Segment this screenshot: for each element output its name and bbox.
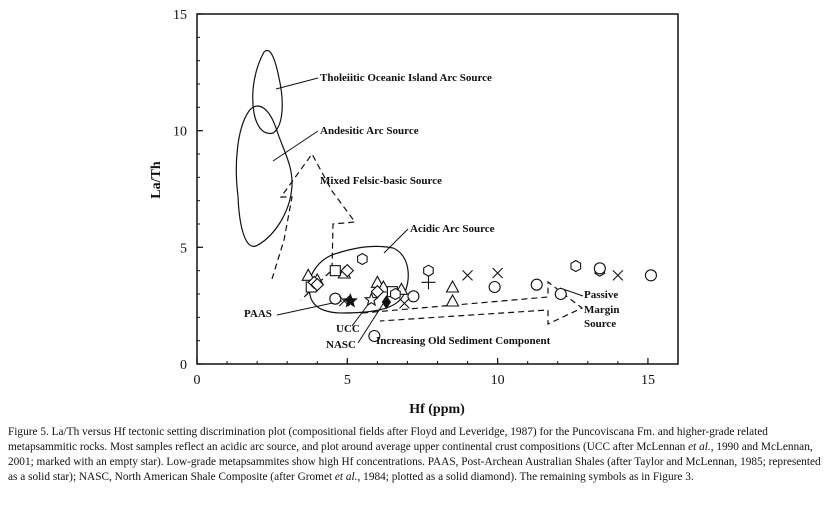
data-point-diamond <box>340 263 355 278</box>
data-point-circle <box>407 290 420 303</box>
mixed-felsic-basic-field-outline <box>271 152 357 301</box>
data-point-hexagon <box>390 287 401 301</box>
acidic-arc-field-outline <box>308 245 409 314</box>
y-tick-label: 15 <box>173 8 187 23</box>
x-tick-label: 10 <box>491 373 505 388</box>
leader-lines <box>272 77 584 344</box>
data-point-circle <box>530 278 543 291</box>
figure-caption: Figure 5. La/Th versus Hf tectonic setti… <box>8 425 828 485</box>
caption-et-al-1: et al. <box>688 441 711 453</box>
x-tick-label: 0 <box>194 373 201 388</box>
label-paas: PAAS <box>244 308 272 320</box>
scatter-chart: 0 5 10 15 0 5 10 15 Tholeiitic Oceanic Island A… <box>149 8 679 417</box>
data-point-circle <box>329 292 342 305</box>
data-point-hexagon <box>357 252 368 266</box>
data-point-triangle <box>301 268 316 281</box>
data-point-diamond <box>310 277 325 292</box>
data-point-circle <box>488 280 501 294</box>
label-margin: Margin <box>584 304 619 316</box>
data-point-x <box>462 269 473 281</box>
label-mixed-felsic-basic: Mixed Felsic-basic Source <box>320 175 442 187</box>
paas-leader <box>276 300 343 316</box>
label-andesitic: Andesitic Arc Source <box>320 125 419 137</box>
y-tick-label: 0 <box>180 358 187 373</box>
label-passive: Passive <box>584 289 618 301</box>
data-point-triangle <box>445 279 460 293</box>
caption-lead: Figure 5. La/Th versus Hf tectonic setti… <box>8 426 768 453</box>
compositional-fields <box>235 49 584 325</box>
tholeiitic-field-outline <box>252 49 283 135</box>
data-point-circle <box>554 287 567 301</box>
label-acidic-arc: Acidic Arc Source <box>410 223 495 235</box>
data-point-square <box>329 265 341 277</box>
data-point-x <box>612 269 624 281</box>
data-point-circle <box>644 269 657 282</box>
label-nasc: NASC <box>326 339 356 351</box>
reference-point-ucc <box>363 291 379 307</box>
label-source: Source <box>584 318 616 330</box>
reference-point-paas <box>342 292 358 308</box>
data-point-triangle <box>445 293 460 307</box>
caption-tail: , 1984; plotted as a solid diamond). The… <box>357 471 694 483</box>
acidic-leader <box>383 228 409 254</box>
label-increasing-old-sediment: Increasing Old Sediment Component <box>376 335 551 347</box>
caption-et-al-2: et al. <box>334 471 358 483</box>
y-tick-label: 10 <box>173 125 187 140</box>
data-markers <box>301 252 657 343</box>
passive-margin-arrow-outline <box>361 280 584 325</box>
label-tholeiitic: Tholeiitic Oceanic Island Arc Source <box>320 72 492 84</box>
data-point-x <box>492 267 504 279</box>
data-point-hexagon <box>423 264 434 277</box>
data-point-circle <box>593 262 606 275</box>
axis-ticks: 0 5 10 15 0 5 10 15 <box>173 8 679 388</box>
andesitic-leader <box>272 130 319 162</box>
x-axis-title: Hf (ppm) <box>409 402 465 417</box>
nasc-leader <box>357 303 384 344</box>
tholeiitic-leader <box>275 77 319 90</box>
reference-point-nasc <box>381 295 392 310</box>
label-ucc: UCC <box>336 323 360 335</box>
data-point-circle <box>368 329 381 343</box>
x-tick-label: 15 <box>641 373 655 388</box>
y-tick-label: 5 <box>180 241 187 256</box>
data-point-hexagon <box>570 259 582 273</box>
data-point-x <box>399 297 410 309</box>
data-point-plus <box>421 275 436 290</box>
x-tick-label: 5 <box>344 373 351 388</box>
andesitic-field-outline <box>235 105 293 247</box>
caption-mid: , 1990 and McLennan, 2001; marked with a… <box>8 441 821 483</box>
y-axis-title: La/Th <box>149 161 164 199</box>
